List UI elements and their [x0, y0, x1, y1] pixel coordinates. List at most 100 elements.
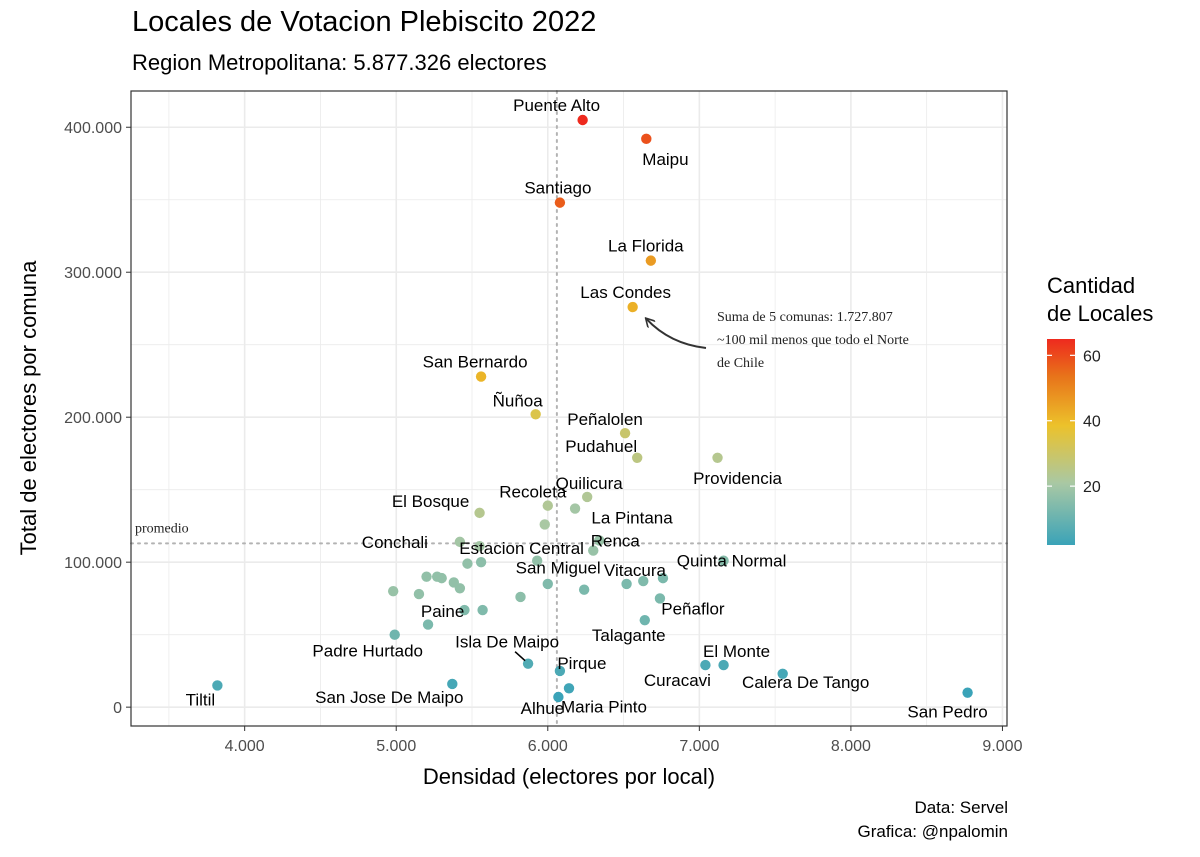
point-label: La Florida: [608, 237, 684, 256]
data-point: [962, 687, 973, 698]
annotation-line: de Chile: [717, 356, 764, 371]
data-point: [638, 575, 649, 587]
point-label: Alhue: [521, 699, 564, 718]
labels-layer: Puente Alto Maipu Santiago La Florida Las Co…: [186, 96, 988, 722]
data-point: [454, 536, 466, 548]
legend-title-line-2: de Locales: [1047, 301, 1154, 326]
y-tick-label: 400.000: [64, 120, 122, 137]
annotation-arrow: [646, 319, 707, 349]
points-layer: [212, 114, 973, 703]
data-point: [554, 197, 566, 208]
data-point: [459, 604, 470, 616]
chart-subtitle: Region Metropolitana: 5.877.326 electore…: [132, 50, 547, 75]
data-point: [577, 114, 588, 126]
data-point: [542, 578, 553, 590]
point-label: Paine: [421, 602, 464, 621]
legend-tick-label: 40: [1083, 414, 1101, 431]
data-point: [718, 555, 729, 566]
point-label: Santiago: [524, 179, 591, 198]
data-point: [539, 519, 550, 530]
point-label: Padre Hurtado: [312, 642, 423, 661]
point-label: San Bernardo: [423, 353, 528, 372]
legend-title: Cantidad de Locales: [1047, 272, 1153, 328]
data-point: [718, 659, 729, 671]
data-point: [700, 659, 711, 671]
point-label: San Miguel: [516, 559, 601, 578]
x-axis-label: Densidad (electores por local): [423, 764, 715, 789]
point-label: Renca: [591, 531, 641, 550]
data-point: [542, 500, 553, 511]
point-label: Estacion Central: [459, 539, 584, 558]
annotation: Suma de 5 comunas: 1.727.807 ~100 mil men…: [646, 310, 909, 371]
point-label: La Pintana: [591, 509, 673, 528]
point-label: Curacavi: [644, 671, 711, 690]
data-point: [431, 571, 443, 582]
point-label: El Monte: [703, 642, 770, 661]
data-point: [657, 572, 669, 584]
data-point: [654, 593, 666, 604]
y-tick-label: 300.000: [64, 265, 122, 282]
point-label: Vitacura: [604, 561, 667, 580]
panel-border: [130, 90, 1008, 727]
caption: Data: Servel Grafica: @npalomin: [858, 796, 1009, 844]
x-tick-label: 4.000: [225, 738, 265, 755]
reference-lines: promedio: [130, 90, 1008, 727]
legend-ticks: 20 40 60: [1047, 348, 1101, 496]
point-label: Isla De Maipo: [455, 633, 559, 652]
point-label: Providencia: [693, 469, 782, 488]
point-label: Recoleta: [499, 483, 567, 502]
point-label: Maipu: [642, 150, 688, 169]
x-tick-label: 7.000: [679, 738, 719, 755]
data-point: [422, 619, 434, 630]
plot-panel: [131, 91, 1007, 726]
data-point: [619, 427, 631, 439]
point-label: El Bosque: [392, 492, 470, 511]
legend-tick-label: 20: [1083, 479, 1101, 496]
data-point: [594, 535, 605, 546]
point-label: Quinta Normal: [677, 552, 787, 571]
label-leader-line: [514, 651, 526, 662]
point-label: Tiltil: [186, 690, 216, 709]
data-point: [563, 683, 575, 694]
legend-title-line-1: Cantidad: [1047, 273, 1136, 298]
y-axis-label: Total de electores por comuna: [16, 260, 41, 555]
data-point: [475, 371, 487, 382]
data-point: [522, 658, 534, 669]
data-point: [530, 409, 541, 420]
data-point: [554, 665, 566, 677]
annotation-line: Suma de 5 comunas: 1.727.807: [717, 310, 893, 325]
x-tick-label: 9.000: [982, 738, 1022, 755]
x-tick-label: 6.000: [528, 738, 568, 755]
data-point: [462, 558, 473, 569]
point-label: Talagante: [592, 626, 666, 645]
point-label: Calera De Tango: [742, 673, 869, 692]
data-point: [421, 571, 432, 582]
promedio-label: promedio: [135, 521, 189, 536]
axis-ticks: 4.000 5.000 6.000 7.000 8.000 9.000 0 100.000 20…: [64, 120, 1022, 755]
legend-colorbar: [1047, 339, 1075, 545]
point-label: Pirque: [557, 654, 606, 673]
data-point: [632, 452, 643, 463]
x-tick-label: 5.000: [376, 738, 416, 755]
data-point: [553, 691, 564, 703]
point-label: Conchali: [362, 533, 428, 552]
data-point: [531, 555, 543, 566]
data-point: [777, 668, 788, 680]
point-label: Maria Pinto: [561, 697, 647, 716]
y-tick-label: 0: [113, 700, 122, 717]
data-point: [588, 545, 599, 556]
caption-credit: Grafica: @npalomin: [857, 822, 1009, 841]
data-point: [581, 491, 593, 503]
chart-title: Locales de Votacion Plebiscito 2022: [132, 6, 597, 38]
data-point: [621, 578, 632, 590]
x-tick-label: 8.000: [831, 738, 871, 755]
data-point: [569, 503, 581, 514]
point-label: Pudahuel: [565, 437, 637, 456]
point-label: San Pedro: [907, 703, 987, 722]
data-point: [387, 585, 399, 597]
data-point: [475, 556, 487, 568]
point-label: Peñalolen: [567, 410, 643, 429]
point-label: Ñuñoa: [493, 391, 544, 410]
legend-tick-label: 60: [1083, 348, 1101, 365]
